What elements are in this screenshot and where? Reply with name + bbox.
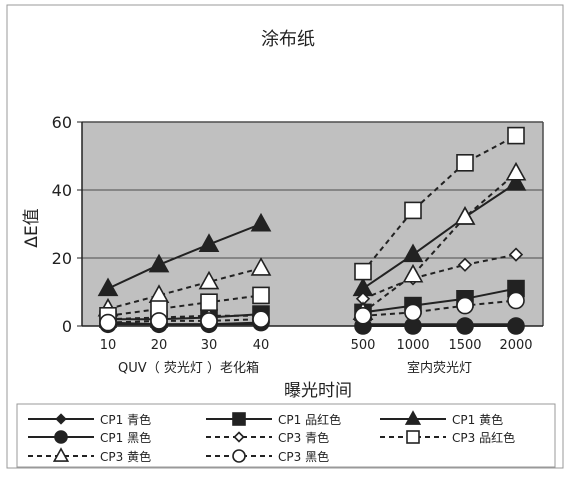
- series-line: [108, 313, 262, 321]
- legend-marker: [232, 412, 246, 426]
- series-line: [107, 223, 262, 290]
- legend-marker: [54, 430, 68, 444]
- y-tick-label: 0: [62, 317, 72, 336]
- y-tick-label: 40: [52, 181, 72, 200]
- series-line: [107, 318, 262, 324]
- legend-item: CP1 黑色: [28, 430, 151, 445]
- data-point: [454, 206, 476, 225]
- data-point: [505, 161, 527, 181]
- legend-item: CP1 黄色: [380, 410, 503, 427]
- data-point: [404, 303, 422, 322]
- data-point: [508, 247, 524, 262]
- series-line: [362, 134, 517, 273]
- legend-item: CP1 品红色: [206, 412, 341, 427]
- y-axis-label: ΔE值: [22, 208, 42, 247]
- chart-title: 涂布纸: [261, 29, 315, 50]
- x-tick-label: 40: [253, 338, 270, 353]
- x-tick-label: 2000: [499, 338, 532, 353]
- legend-item: CP3 品红色: [380, 430, 515, 445]
- data-point: [148, 253, 170, 273]
- x-group-label: 室内荧光灯: [407, 360, 472, 376]
- series-7: [107, 172, 517, 314]
- legend-label: CP1 黑色: [100, 431, 151, 445]
- series-6: [107, 134, 517, 317]
- series-line: [362, 253, 517, 300]
- y-tick-label: 20: [52, 249, 72, 268]
- series-4: [108, 321, 516, 327]
- legend: CP1 青色 CP1 品红色 CP1 黄色 CP1 黑色 CP3 青色 CP3 品红色 CP…: [16, 403, 556, 468]
- x-tick-label: 10: [100, 338, 117, 353]
- series-8-markers: [99, 291, 525, 332]
- data-point: [507, 317, 525, 335]
- series-line: [107, 294, 262, 317]
- data-point: [250, 212, 272, 232]
- data-point: [404, 201, 422, 220]
- data-point: [198, 270, 220, 290]
- legend-label: CP3 品红色: [452, 430, 515, 445]
- series-line: [362, 287, 517, 314]
- legend-item: CP3 黄色: [28, 447, 151, 464]
- data-point: [402, 243, 424, 263]
- legend-item: CP3 黑色: [206, 449, 329, 464]
- series-line: [108, 321, 262, 326]
- x-tick-label: 30: [201, 338, 218, 353]
- data-point: [507, 126, 525, 145]
- legend-marker: [232, 449, 246, 463]
- legend-label: CP1 品红色: [278, 412, 341, 427]
- data-point: [505, 172, 527, 191]
- data-point: [200, 293, 218, 312]
- data-point: [507, 291, 525, 310]
- legend-item: CP3 青色: [206, 431, 329, 445]
- data-point: [250, 257, 272, 276]
- data-point: [354, 262, 372, 281]
- x-axis-label: 曝光时间: [284, 381, 352, 401]
- data-point: [252, 286, 270, 305]
- x-tick-label: 500: [351, 338, 376, 353]
- data-point: [198, 233, 220, 252]
- data-point: [200, 312, 218, 330]
- legend-label: CP3 黑色: [278, 450, 329, 464]
- data-point: [457, 257, 473, 272]
- series-line: [362, 182, 517, 290]
- series-2: [108, 287, 517, 321]
- data-point: [354, 306, 372, 325]
- plot-area: 0 20 40 60 10 20 30 40 QUV（ 荧光灯 ）老化箱 500 1000 1500 2…: [52, 113, 544, 376]
- data-point: [99, 313, 117, 332]
- legend-item: CP1 青色: [28, 413, 151, 427]
- x-tick-label: 1500: [448, 338, 481, 353]
- data-point: [456, 296, 474, 315]
- series-3: [107, 182, 517, 290]
- x-group-label: QUV（ 荧光灯 ）老化箱: [118, 360, 259, 376]
- data-point: [252, 310, 270, 329]
- series-line: [362, 172, 517, 314]
- data-point: [456, 317, 474, 335]
- legend-marker: [233, 431, 245, 443]
- y-tick-label: 60: [52, 113, 72, 132]
- legend-label: CP3 黄色: [100, 450, 151, 464]
- legend-label: CP1 青色: [100, 413, 151, 427]
- legend-label: CP1 黄色: [452, 413, 503, 427]
- legend-marker: [55, 413, 67, 425]
- x-tick-label: 1000: [396, 338, 429, 353]
- x-tick-label: 20: [151, 338, 168, 353]
- data-point: [402, 263, 424, 283]
- legend-box: [16, 403, 556, 468]
- series-line: [362, 299, 517, 317]
- data-point: [150, 312, 168, 330]
- data-point: [456, 154, 474, 172]
- legend-marker: [406, 430, 420, 444]
- legend-label: CP3 青色: [278, 431, 329, 445]
- data-point: [97, 277, 119, 297]
- legend-marker: [52, 447, 70, 462]
- series-8: [107, 299, 517, 324]
- legend-marker: [404, 410, 422, 425]
